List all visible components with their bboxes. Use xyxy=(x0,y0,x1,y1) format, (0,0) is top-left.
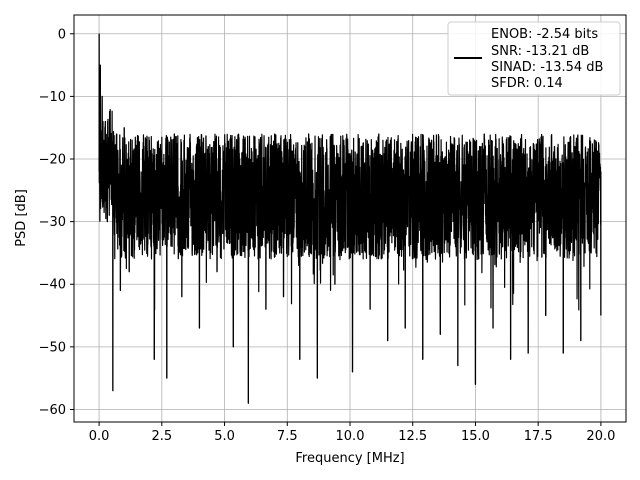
legend-sfdr: SFDR: 0.14 xyxy=(491,76,563,91)
y-tick-label: −40 xyxy=(39,278,66,293)
x-tick-label: 0.0 xyxy=(89,429,110,444)
x-tick-label: 5.0 xyxy=(214,429,235,444)
x-tick-label: 20.0 xyxy=(586,429,615,444)
y-tick-label: −20 xyxy=(39,153,66,168)
legend-snr: SNR: -13.21 dB xyxy=(491,44,589,59)
y-tick-label: −30 xyxy=(39,215,66,230)
x-tick-label: 10.0 xyxy=(336,429,365,444)
series-layer xyxy=(98,33,602,404)
x-tick-label: 7.5 xyxy=(277,429,298,444)
legend-sinad: SINAD: -13.54 dB xyxy=(491,60,603,75)
y-tick-label: 0 xyxy=(58,27,66,42)
y-tick-label: −50 xyxy=(39,340,66,355)
y-tick-label: −60 xyxy=(39,403,66,418)
x-axis-label: Frequency [MHz] xyxy=(295,451,404,466)
legend: ENOB: -2.54 bits SNR: -13.21 dB SINAD: -… xyxy=(447,21,621,96)
x-tick-label: 15.0 xyxy=(461,429,490,444)
x-tick-label: 12.5 xyxy=(398,429,427,444)
x-tick-label: 2.5 xyxy=(151,429,172,444)
psd-series-line xyxy=(98,33,602,404)
x-tick-label: 17.5 xyxy=(524,429,553,444)
y-axis-ticks: 0 −10 −20 −30 −40 −50 −60 xyxy=(39,27,74,418)
legend-box xyxy=(447,21,621,96)
legend-enob: ENOB: -2.54 bits xyxy=(491,27,598,42)
x-axis-ticks: 0.0 2.5 5.0 7.5 10.0 12.5 15.0 17.5 20.0 xyxy=(89,422,615,444)
y-axis-label: PSD [dB] xyxy=(14,189,29,247)
y-tick-label: −10 xyxy=(39,90,66,105)
